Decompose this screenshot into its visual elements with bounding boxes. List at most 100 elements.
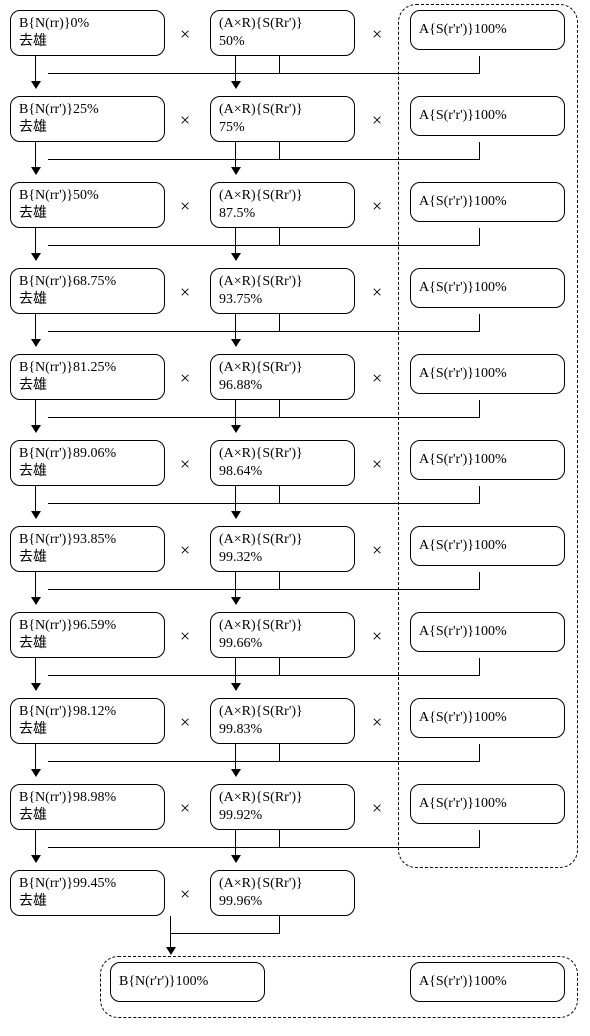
cross-icon: × (372, 24, 382, 45)
node-b-line2: 去雄 (19, 463, 156, 481)
arrow-down-icon (35, 572, 36, 604)
node-b-line2: 去雄 (19, 893, 156, 911)
arrow-down-icon (235, 142, 236, 174)
arrow-down-icon (235, 314, 236, 346)
connector-b-to-a (48, 572, 280, 590)
node-a-line1: A{S(r'r')}100% (419, 709, 556, 727)
node-axr-line2: 99.92% (219, 807, 346, 825)
node-b-line1: B{N(rr')}99.45% (19, 875, 156, 893)
cross-icon: × (180, 368, 190, 389)
cross-icon: × (180, 282, 190, 303)
connector-c-to-b (248, 658, 480, 676)
arrow-down-icon (235, 830, 236, 862)
cross-icon: × (372, 368, 382, 389)
node-b-line1: B{N(rr')}68.75% (19, 273, 156, 291)
connector-b-to-a (48, 400, 280, 418)
generation-row: B{N(rr')}99.45%去雄 × (A×R){S(Rr')}99.96% (10, 870, 580, 956)
node-a-line1: A{S(r'r')}100% (419, 623, 556, 641)
connector-b-to-a (48, 830, 280, 848)
node-axr: (A×R){S(Rr')}98.64% (210, 440, 355, 486)
node-b-line1: B{N(rr')}93.85% (19, 531, 156, 549)
cross-icon: × (180, 712, 190, 733)
node-a-line1: A{S(r'r')}100% (419, 451, 556, 469)
node-b-line1: B{N(rr')}25% (19, 101, 156, 119)
node-b: B{N(rr')}96.59%去雄 (10, 612, 165, 658)
node-axr-line2: 96.88% (219, 377, 346, 395)
node-b: B{N(rr')}98.12%去雄 (10, 698, 165, 744)
connector-b-to-a (48, 228, 280, 246)
node-axr-line1: (A×R){S(Rr')} (219, 875, 346, 893)
node-b: B{N(rr')}50%去雄 (10, 182, 165, 228)
arrow-down-icon (235, 486, 236, 518)
node-a: A{S(r'r')}100% (410, 354, 565, 394)
connector-b-to-a (48, 486, 280, 504)
node-axr-line1: (A×R){S(Rr')} (219, 187, 346, 205)
arrow-down-icon (235, 228, 236, 260)
node-a: A{S(r'r')}100% (410, 96, 565, 136)
node-axr-line1: (A×R){S(Rr')} (219, 703, 346, 721)
node-axr: (A×R){S(Rr')}99.83% (210, 698, 355, 744)
arrow-down-icon (35, 658, 36, 690)
connector-b-to-a (48, 744, 280, 762)
arrow-down-icon (235, 744, 236, 776)
node-axr: (A×R){S(Rr')}99.66% (210, 612, 355, 658)
cross-icon: × (372, 110, 382, 131)
node-axr-line1: (A×R){S(Rr')} (219, 15, 346, 33)
arrow-down-icon (35, 400, 36, 432)
node-b-line2: 去雄 (19, 205, 156, 223)
node-b-line2: 去雄 (19, 549, 156, 567)
node-axr-line2: 99.66% (219, 635, 346, 653)
node-axr-line1: (A×R){S(Rr')} (219, 789, 346, 807)
node-a: A{S(r'r')}100% (410, 784, 565, 824)
node-b-line1: B{N(rr')}98.98% (19, 789, 156, 807)
arrow-down-icon (35, 56, 36, 88)
connector-c-to-b (248, 486, 480, 504)
node-a-line1: A{S(r'r')}100% (419, 279, 556, 297)
node-a: A{S(r'r')}100% (410, 440, 565, 480)
node-a-final: A{S(r'r')}100% (410, 962, 565, 1002)
generation-row: B{N(rr')}96.59%去雄 × (A×R){S(Rr')}99.66% … (10, 612, 580, 698)
arrow-down-icon (35, 486, 36, 518)
connector-c-to-b (248, 572, 480, 590)
generation-row: B{N(rr')}98.12%去雄 × (A×R){S(Rr')}99.83% … (10, 698, 580, 784)
node-b-line1: B{N(rr')}98.12% (19, 703, 156, 721)
final-row: B{N(r'r')}100% A{S(r'r')}100% (10, 956, 580, 1026)
node-axr-line2: 98.64% (219, 463, 346, 481)
node-axr-line1: (A×R){S(Rr')} (219, 531, 346, 549)
generation-row: B{N(rr')}93.85%去雄 × (A×R){S(Rr')}99.32% … (10, 526, 580, 612)
node-axr-line1: (A×R){S(Rr')} (219, 617, 346, 635)
node-axr-line2: 99.32% (219, 549, 346, 567)
node-b-line2: 去雄 (19, 33, 156, 51)
cross-icon: × (372, 712, 382, 733)
node-a-line1: A{S(r'r')}100% (419, 21, 556, 39)
connector-c-to-b (248, 744, 480, 762)
node-b-line1: B{N(rr')}50% (19, 187, 156, 205)
node-b: B{N(rr')}99.45%去雄 (10, 870, 165, 916)
node-b-line2: 去雄 (19, 721, 156, 739)
node-b-line2: 去雄 (19, 635, 156, 653)
node-b: B{N(rr')}68.75%去雄 (10, 268, 165, 314)
node-axr: (A×R){S(Rr')}93.75% (210, 268, 355, 314)
node-b: B{N(rr')}93.85%去雄 (10, 526, 165, 572)
cross-icon: × (180, 24, 190, 45)
connector-c-to-b (248, 830, 480, 848)
node-axr-line1: (A×R){S(Rr')} (219, 359, 346, 377)
cross-icon: × (372, 282, 382, 303)
connector-c-to-b (248, 56, 480, 74)
node-a: A{S(r'r')}100% (410, 268, 565, 308)
node-axr: (A×R){S(Rr')} 75% (210, 96, 355, 142)
node-axr-line2: 87.5% (219, 205, 346, 223)
connector-c-to-b (248, 228, 480, 246)
node-b-line1: B{N(rr')}89.06% (19, 445, 156, 463)
node-b: B{N(rr)}0% 去雄 (10, 10, 165, 56)
node-b-line2: 去雄 (19, 807, 156, 825)
node-b-line2: 去雄 (19, 377, 156, 395)
node-a: A{S(r'r')}100% (410, 182, 565, 222)
cross-icon: × (372, 798, 382, 819)
node-axr-line1: (A×R){S(Rr')} (219, 445, 346, 463)
arrow-down-icon (35, 142, 36, 174)
node-axr: (A×R){S(Rr')}99.96% (210, 870, 355, 916)
node-b-line2: 去雄 (19, 291, 156, 309)
node-a-line1: A{S(r'r')}100% (419, 795, 556, 813)
generation-row: B{N(rr')}25% 去雄 × (A×R){S(Rr')} 75% × A{… (10, 96, 580, 182)
